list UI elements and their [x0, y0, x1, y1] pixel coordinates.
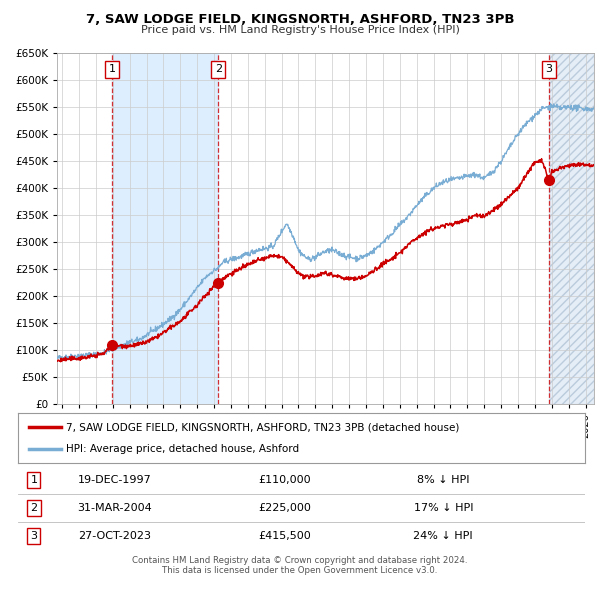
Text: 8% ↓ HPI: 8% ↓ HPI	[417, 475, 470, 485]
Text: 31-MAR-2004: 31-MAR-2004	[77, 503, 152, 513]
Text: £415,500: £415,500	[258, 531, 311, 541]
Text: Price paid vs. HM Land Registry's House Price Index (HPI): Price paid vs. HM Land Registry's House …	[140, 25, 460, 35]
Text: 27-OCT-2023: 27-OCT-2023	[78, 531, 151, 541]
Text: This data is licensed under the Open Government Licence v3.0.: This data is licensed under the Open Gov…	[163, 566, 437, 575]
Bar	[549, 53, 594, 404]
Bar	[549, 53, 594, 404]
Text: 2: 2	[215, 64, 222, 74]
Text: 1: 1	[31, 475, 37, 485]
Text: 7, SAW LODGE FIELD, KINGSNORTH, ASHFORD, TN23 3PB: 7, SAW LODGE FIELD, KINGSNORTH, ASHFORD,…	[86, 13, 514, 26]
Text: 19-DEC-1997: 19-DEC-1997	[77, 475, 151, 485]
Text: 1: 1	[109, 64, 116, 74]
Text: 17% ↓ HPI: 17% ↓ HPI	[413, 503, 473, 513]
Text: 7, SAW LODGE FIELD, KINGSNORTH, ASHFORD, TN23 3PB (detached house): 7, SAW LODGE FIELD, KINGSNORTH, ASHFORD,…	[66, 422, 460, 432]
Text: 3: 3	[545, 64, 552, 74]
Bar	[112, 53, 218, 404]
Text: £110,000: £110,000	[258, 475, 311, 485]
Text: HPI: Average price, detached house, Ashford: HPI: Average price, detached house, Ashf…	[66, 444, 299, 454]
Text: 3: 3	[31, 531, 37, 541]
Text: 2: 2	[31, 503, 37, 513]
Text: 24% ↓ HPI: 24% ↓ HPI	[413, 531, 473, 541]
Text: Contains HM Land Registry data © Crown copyright and database right 2024.: Contains HM Land Registry data © Crown c…	[132, 556, 468, 565]
Text: £225,000: £225,000	[258, 503, 311, 513]
